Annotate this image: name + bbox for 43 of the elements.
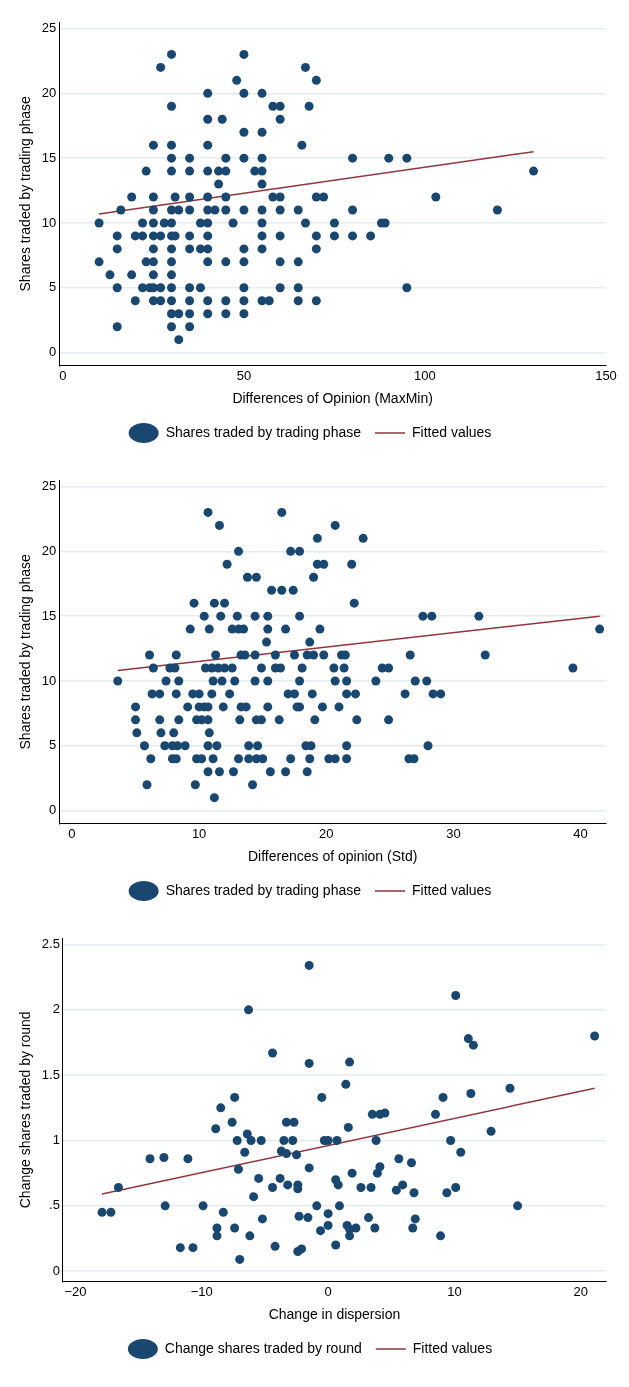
x-axis-title: Differences of Opinion (MaxMin) [232,390,433,407]
y-axis-title: Shares traded by trading phase [17,95,34,292]
x-tick-label: 0 [324,1283,332,1299]
x-tick-label: 50 [236,367,252,383]
y-tick-label: 5 [49,737,57,753]
x-tick-label: 10 [447,1283,462,1299]
y-axis-title: Shares traded by trading phase [17,553,34,750]
x-tick-label: 100 [414,367,436,383]
x-axis-title: Differences of opinion (Std) [247,848,418,865]
legend-label: Fitted values [412,1339,493,1356]
y-tick-label: 20 [41,84,57,100]
x-tick-label: 20 [573,1283,588,1299]
legend-label: Change shares traded by round [164,1339,362,1356]
legend-label: Fitted values [411,881,492,898]
y-tick-label: 10 [41,214,57,230]
y-tick-label: .5 [49,1197,60,1213]
x-tick-label: 20 [319,825,334,841]
x-tick-label: −20 [64,1283,87,1299]
legend-label: Shares traded by trading phase [165,423,362,440]
y-tick-label: 25 [41,20,57,36]
x-tick-label: 10 [191,825,207,841]
y-tick-label: 1.5 [41,1066,60,1082]
y-tick-label: 1 [52,1132,60,1148]
legend-label: Shares traded by trading phase [165,881,362,898]
y-tick-label: 15 [41,149,57,165]
y-tick-label: 10 [41,672,57,688]
x-tick-label: 30 [446,825,461,841]
x-tick-label: −10 [190,1283,213,1299]
y-tick-label: 5 [49,279,57,295]
y-tick-label: 2.5 [41,936,60,952]
x-axis-title: Change in dispersion [268,1306,401,1323]
y-axis-title: Change shares traded by round [17,1011,34,1209]
y-tick-label: 15 [41,607,57,623]
y-tick-label: 0 [49,802,57,818]
x-tick-label: 150 [595,367,617,383]
x-tick-label: 0 [68,825,76,841]
y-tick-label: 2 [52,1001,60,1017]
x-tick-label: 40 [573,825,588,841]
y-tick-label: 0 [52,1262,60,1278]
y-tick-label: 25 [41,478,57,494]
legend-label: Fitted values [411,423,492,440]
y-tick-label: 0 [49,344,57,360]
y-tick-label: 20 [41,542,57,558]
